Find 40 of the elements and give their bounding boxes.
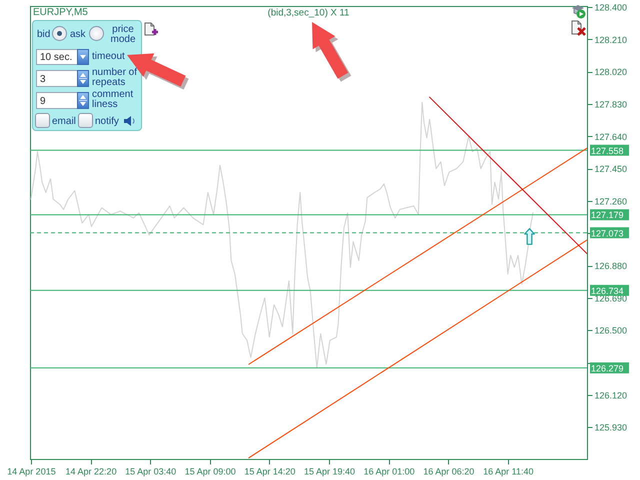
y-tick-label: 127.830 — [594, 99, 628, 110]
annotation: price mode — [109, 24, 136, 45]
ref-line-label: 127.179 — [591, 210, 624, 220]
y-tick-label: 126.880 — [594, 261, 628, 272]
annotation: comment liness — [92, 89, 134, 110]
y-tick-label: 128.400 — [594, 2, 628, 13]
y-tick-label: 125.930 — [594, 422, 628, 433]
x-tick-label: 16 Apr 06:20 — [423, 466, 474, 476]
x-tick-label: 14 Apr 22:20 — [66, 466, 117, 476]
annotation: timeout — [92, 51, 125, 62]
x-tick-label: 16 Apr 11:40 — [483, 466, 534, 476]
y-tick-label: 126.690 — [594, 293, 628, 304]
number-spinner: 3 — [36, 70, 89, 87]
x-tick-label: 14 Apr 2015 — [7, 466, 56, 476]
number-spinner: 9 — [36, 92, 89, 109]
y-tick-label: 128.020 — [594, 67, 628, 78]
ref-line-label: 126.279 — [591, 363, 624, 374]
annotation: EURJPY,M5 — [33, 7, 88, 18]
x-tick-label: 15 Apr 19:40 — [304, 466, 356, 476]
ref-line-label: 126.734 — [591, 286, 624, 296]
chart-title: (bid,3,sec_10) X 11 — [268, 8, 350, 19]
y-tick-label: 128.210 — [594, 34, 628, 45]
annotation: notify — [95, 116, 119, 127]
x-tick-label: 15 Apr 14:20 — [244, 466, 296, 476]
annotation: 10 sec. — [40, 52, 72, 63]
y-tick-label: 127.260 — [594, 196, 628, 206]
ref-line-label: 127.073 — [591, 228, 624, 238]
y-tick-label: 127.450 — [594, 164, 628, 174]
annotation: 9 — [40, 96, 46, 107]
annotation: email — [52, 116, 76, 127]
annotation: bid — [37, 29, 50, 40]
y-tick-label: 127.640 — [594, 132, 628, 142]
annotation: ask — [70, 29, 86, 40]
ref-line-label: 127.558 — [591, 146, 624, 156]
annotation: 3 — [40, 74, 46, 85]
x-tick-label: 16 Apr 01:00 — [364, 466, 415, 476]
y-tick-label: 126.120 — [594, 390, 628, 400]
x-tick-label: 15 Apr 09:00 — [184, 466, 236, 476]
x-tick-label: 15 Apr 03:40 — [125, 466, 176, 476]
y-tick-label: 126.500 — [594, 326, 628, 336]
